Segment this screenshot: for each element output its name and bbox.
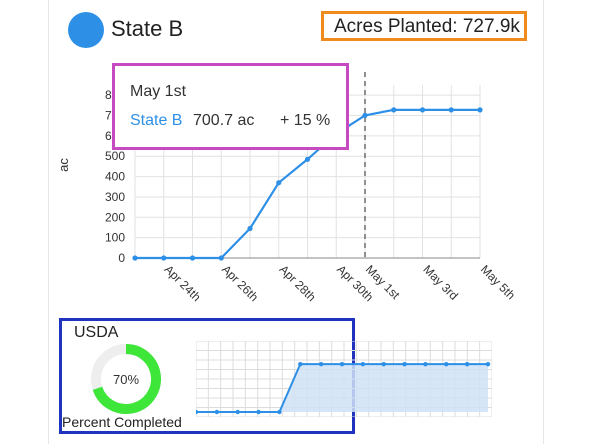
mini-data-point bbox=[235, 409, 240, 415]
acres-planted-label: Acres Planted: 727.9k bbox=[334, 16, 520, 37]
mini-data-point bbox=[298, 361, 303, 367]
mini-data-point bbox=[256, 409, 261, 415]
y-tick-label: 300 bbox=[105, 190, 125, 204]
x-tick-label: Apr 28th bbox=[277, 262, 319, 304]
mini-data-point bbox=[277, 409, 282, 415]
mini-data-point bbox=[444, 361, 449, 367]
state-name: State B bbox=[111, 16, 184, 41]
y-axis-label: ac bbox=[56, 158, 71, 172]
gauge-value: 70% bbox=[112, 372, 140, 387]
data-point bbox=[132, 255, 138, 261]
tooltip-series-name: State B bbox=[130, 112, 183, 129]
data-point bbox=[304, 156, 311, 162]
tooltip-change: + 15 % bbox=[280, 112, 331, 129]
tooltip-date: May 1st bbox=[130, 83, 187, 100]
data-point bbox=[362, 112, 368, 118]
tooltip-value: 700.7 ac bbox=[193, 112, 255, 129]
state-color-dot bbox=[68, 12, 104, 48]
usda-mini-chart bbox=[196, 341, 492, 417]
mini-area-fill bbox=[196, 364, 488, 412]
y-tick-label: 200 bbox=[105, 210, 125, 224]
percent-completed-label: Percent Completed bbox=[62, 414, 182, 430]
chart-tooltip bbox=[112, 63, 349, 150]
x-tick-label: Apr 24th bbox=[162, 262, 204, 304]
mini-data-point bbox=[423, 361, 428, 367]
data-point bbox=[247, 225, 253, 232]
data-point bbox=[189, 255, 196, 261]
mini-data-point bbox=[339, 361, 345, 367]
gauge-fill bbox=[92, 344, 161, 414]
y-tick-label: 500 bbox=[105, 149, 125, 163]
data-point bbox=[276, 180, 282, 186]
data-point bbox=[218, 255, 224, 261]
data-point bbox=[477, 107, 483, 113]
y-tick-label: 0 bbox=[118, 251, 125, 265]
y-tick-label: 400 bbox=[105, 170, 125, 184]
mini-data-point bbox=[464, 361, 470, 367]
usda-label: USDA bbox=[74, 324, 119, 341]
mini-data-point bbox=[318, 361, 324, 367]
percent-completed-gauge bbox=[91, 344, 161, 414]
acres-planted-highlight bbox=[321, 11, 527, 41]
mini-data-point bbox=[381, 361, 386, 367]
data-point bbox=[448, 107, 454, 113]
mini-data-point bbox=[214, 409, 220, 415]
x-tick-label: May 3rd bbox=[420, 262, 461, 303]
data-point bbox=[161, 255, 167, 261]
x-tick-label: Apr 26th bbox=[219, 262, 261, 304]
mini-data-point bbox=[360, 361, 366, 367]
x-tick-label: May 5th bbox=[478, 262, 518, 302]
mini-data-point bbox=[402, 361, 407, 367]
data-point bbox=[419, 107, 426, 113]
chart-card bbox=[48, 0, 544, 444]
mini-data-point bbox=[485, 361, 491, 367]
mini-data-point bbox=[196, 409, 199, 415]
y-tick-label: 100 bbox=[105, 231, 125, 245]
data-point bbox=[391, 107, 397, 113]
